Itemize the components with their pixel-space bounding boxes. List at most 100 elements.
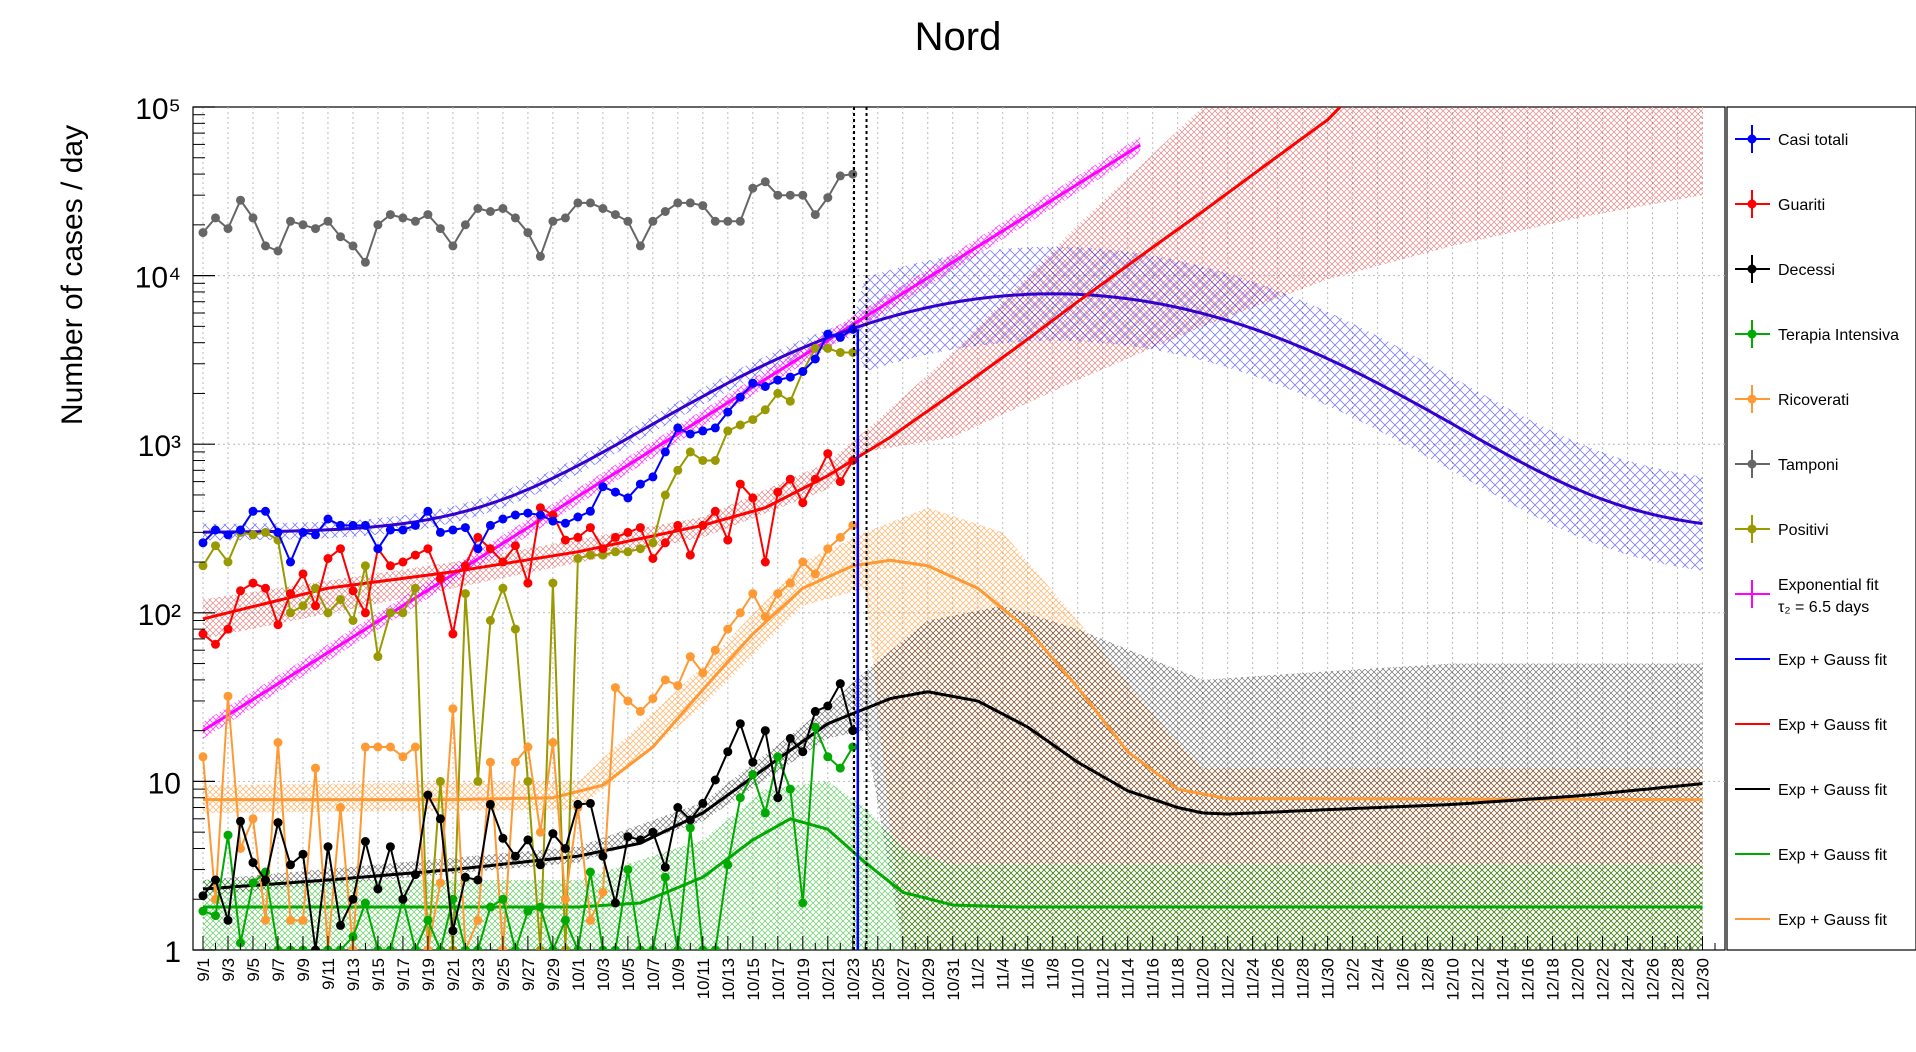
guariti-point (810, 474, 820, 484)
tamponi-point (648, 216, 658, 226)
ricoverati-point (648, 694, 658, 704)
legend-label: Exp + Gauss fit (1778, 652, 1887, 669)
ricoverati-point (610, 683, 620, 693)
tamponi-point (698, 201, 708, 211)
x-tick-label: 12/26 (1644, 958, 1663, 1001)
x-tick-label: 9/1 (194, 958, 213, 982)
x-tick-label: 9/9 (294, 958, 313, 982)
casi-point (635, 479, 645, 489)
guariti-point (848, 456, 858, 465)
positivi-point (223, 557, 233, 567)
ricoverati-point (273, 738, 283, 747)
decessi-point (535, 860, 545, 870)
tamponi-point (373, 220, 383, 230)
decessi-point (473, 875, 483, 885)
guariti-point (460, 561, 470, 571)
x-tick-label: 9/27 (519, 958, 538, 991)
tamponi-point (523, 228, 533, 238)
tamponi-point (735, 216, 745, 226)
guariti-point (585, 523, 595, 533)
ricoverati-point (635, 706, 645, 716)
tamponi-point (298, 220, 308, 230)
casi-point (273, 527, 283, 537)
tamponi-point (398, 213, 408, 223)
tamponi-point (498, 204, 508, 213)
positivi-point (648, 538, 658, 548)
guariti-point (510, 541, 520, 551)
axes: 1 10 10² 10³ 10⁴ 10⁵ 9/1 9/3 9/5 9/7 9/9 9/11 9/13 9/… (135, 93, 1716, 1001)
positivi-point (323, 608, 333, 618)
x-tick-label: 12/24 (1619, 958, 1638, 1001)
tamponi-point (198, 228, 208, 238)
x-tick-label: 9/3 (219, 958, 238, 982)
decessi-point (673, 803, 683, 812)
legend-label: Exp + Gauss fit (1778, 847, 1887, 864)
positivi-point (473, 776, 483, 786)
x-tick-label: 10/27 (894, 958, 913, 1001)
casi-point (410, 520, 420, 530)
guariti-point (360, 608, 370, 618)
tamponi-point (835, 171, 845, 181)
legend-label: Guariti (1778, 197, 1825, 214)
guariti-point (248, 578, 258, 588)
casi-point (748, 378, 758, 388)
positivi-point (723, 426, 733, 436)
positivi-point (710, 456, 720, 465)
decessi-point (560, 844, 570, 853)
x-tick-label: 10/9 (669, 958, 688, 991)
positivi-point (385, 608, 395, 618)
x-tick-label: 11/18 (1169, 958, 1188, 999)
legend-label: Exp + Gauss fit (1778, 717, 1887, 734)
tamponi-point (460, 220, 470, 230)
terapia-point (423, 915, 433, 925)
decessi-point (660, 862, 670, 872)
casi-point (610, 487, 620, 497)
positivi-point (360, 561, 370, 571)
ricoverati-point (198, 752, 208, 762)
tamponi-point (823, 193, 833, 203)
tamponi-point (360, 257, 370, 267)
guariti-point (336, 544, 345, 554)
positivi-point (548, 578, 558, 588)
legend-swatch-marker (1747, 199, 1757, 209)
terapia-point (248, 878, 258, 888)
terapia-point (448, 894, 458, 904)
guariti-point (698, 520, 708, 530)
ricoverati-point (785, 578, 795, 588)
decessi-point (598, 851, 608, 861)
guariti-point (448, 629, 458, 639)
casi-fit-band (203, 246, 1703, 571)
decessi-point (760, 726, 770, 736)
tamponi-point (548, 216, 558, 226)
ricoverati-point (673, 681, 683, 691)
decessi-point (573, 799, 583, 809)
x-tick-label: 10/19 (794, 958, 813, 1001)
tamponi-point (623, 216, 633, 226)
positivi-point (348, 616, 358, 625)
casi-point (448, 525, 458, 535)
positivi-point (510, 624, 520, 634)
legend-label: Tamponi (1778, 457, 1838, 474)
ricoverati-point (660, 675, 670, 685)
positivi-point (248, 530, 258, 540)
ricoverati-point (748, 589, 758, 599)
x-tick-label: 9/5 (244, 958, 263, 982)
positivi-point (261, 527, 270, 537)
casi-point (498, 514, 508, 524)
casi-point (523, 508, 533, 518)
casi-point (660, 447, 670, 457)
tamponi-point (211, 213, 220, 223)
legend-swatch-marker (1747, 329, 1757, 339)
data-series (198, 169, 860, 950)
ricoverati-point (623, 696, 633, 706)
terapia-point (735, 793, 745, 803)
tamponi-point (673, 198, 683, 208)
positivi-point (298, 601, 308, 611)
casi-point (848, 324, 858, 334)
guariti-point (311, 601, 320, 611)
casi-point (735, 392, 745, 402)
positivi-point (373, 652, 383, 662)
casi-point (823, 329, 833, 339)
decessi-point (336, 920, 345, 930)
terapia-point (560, 915, 570, 925)
